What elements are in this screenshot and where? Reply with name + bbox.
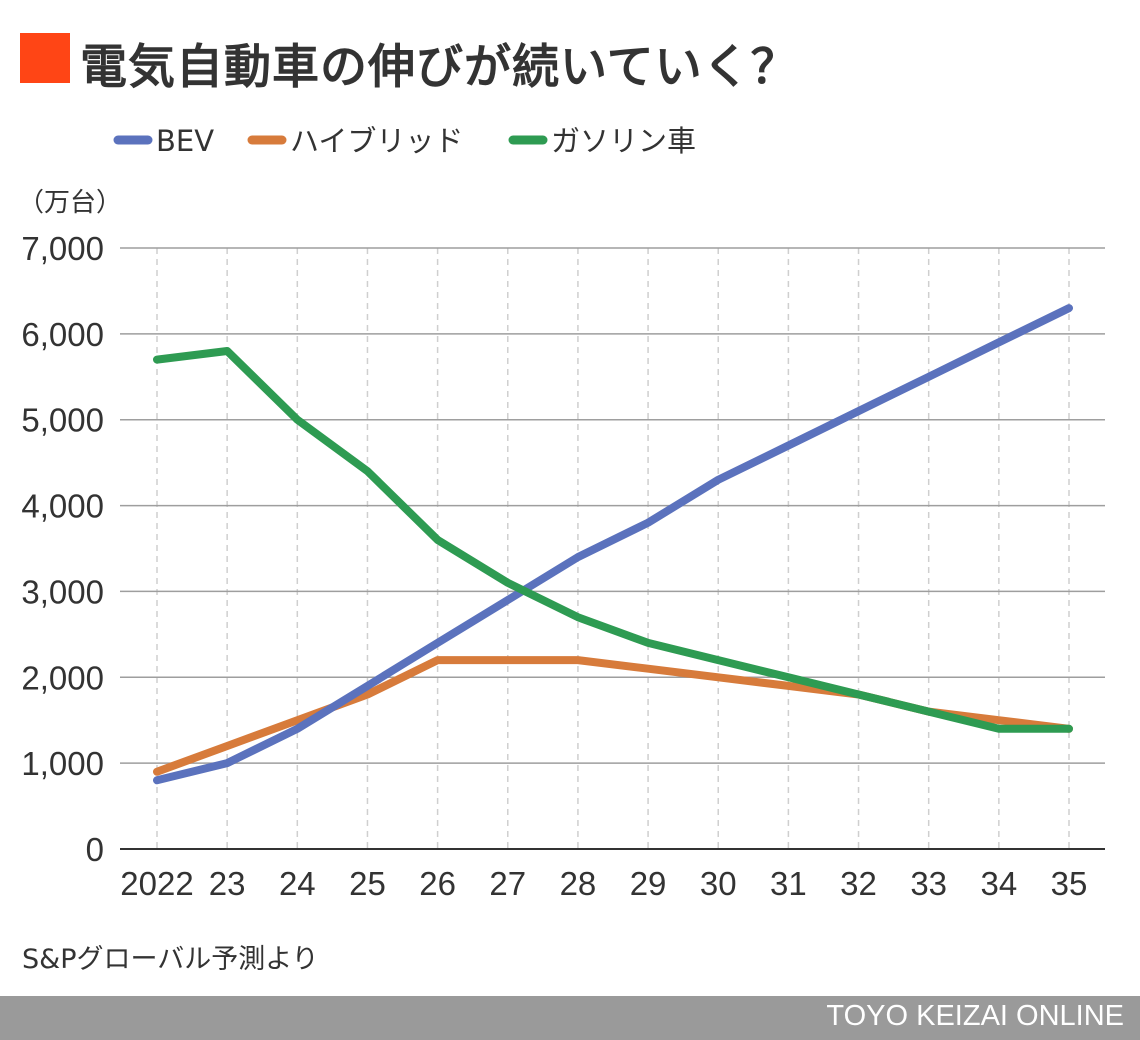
legend-label: BEV <box>156 124 214 158</box>
x-tick-label: 32 <box>840 865 877 902</box>
x-tick-label: 35 <box>1051 865 1088 902</box>
y-tick-label: 1,000 <box>21 745 104 782</box>
x-tick-label: 23 <box>209 865 246 902</box>
x-tick-label: 26 <box>419 865 456 902</box>
x-tick-label: 34 <box>980 865 1017 902</box>
x-tick-label: 2022 <box>120 865 193 902</box>
series-line-ガソリン車 <box>153 347 1073 733</box>
x-axis-ticks: 2022 23 24 25 26 27 28 29 30 31 32 33 34 35 <box>120 865 1087 902</box>
chart-series <box>153 304 1073 785</box>
y-tick-label: 2,000 <box>21 659 104 696</box>
legend-label: ガソリン車 <box>551 124 696 158</box>
y-tick-label: 3,000 <box>21 573 104 610</box>
x-tick-label: 29 <box>630 865 667 902</box>
y-tick-label: 6,000 <box>21 316 104 353</box>
title-color-marker <box>20 33 70 83</box>
line-chart: BEV ハイブリッド ガソリン車 （万台） 0 1,000 2,000 3,000 4,00… <box>18 124 1105 902</box>
x-tick-label: 30 <box>700 865 737 902</box>
series-line-BEV <box>153 304 1073 785</box>
page-title: 電気自動車の伸びが続いていく？ <box>80 40 799 95</box>
source-note: S&Pグローバル予測より <box>22 944 319 975</box>
chart-grid <box>120 247 1105 850</box>
footer-bar <box>0 996 1140 1040</box>
footer-brand: TOYO KEIZAI ONLINE <box>826 1000 1124 1032</box>
y-tick-label: 4,000 <box>21 488 104 525</box>
y-tick-label: 5,000 <box>21 402 104 439</box>
x-tick-label: 27 <box>489 865 526 902</box>
legend-label: ハイブリッド <box>290 124 463 158</box>
x-tick-label: 24 <box>279 865 316 902</box>
chart-legend: BEV ハイブリッド ガソリン車 <box>113 124 696 158</box>
x-tick-label: 28 <box>560 865 597 902</box>
y-axis-unit-label: （万台） <box>18 188 122 218</box>
y-axis-ticks: 0 1,000 2,000 3,000 4,000 5,000 6,000 7,000 <box>21 230 104 868</box>
x-tick-label: 33 <box>910 865 947 902</box>
y-tick-label: 0 <box>86 831 104 868</box>
y-tick-label: 7,000 <box>21 230 104 267</box>
x-tick-label: 31 <box>770 865 807 902</box>
x-tick-label: 25 <box>349 865 386 902</box>
